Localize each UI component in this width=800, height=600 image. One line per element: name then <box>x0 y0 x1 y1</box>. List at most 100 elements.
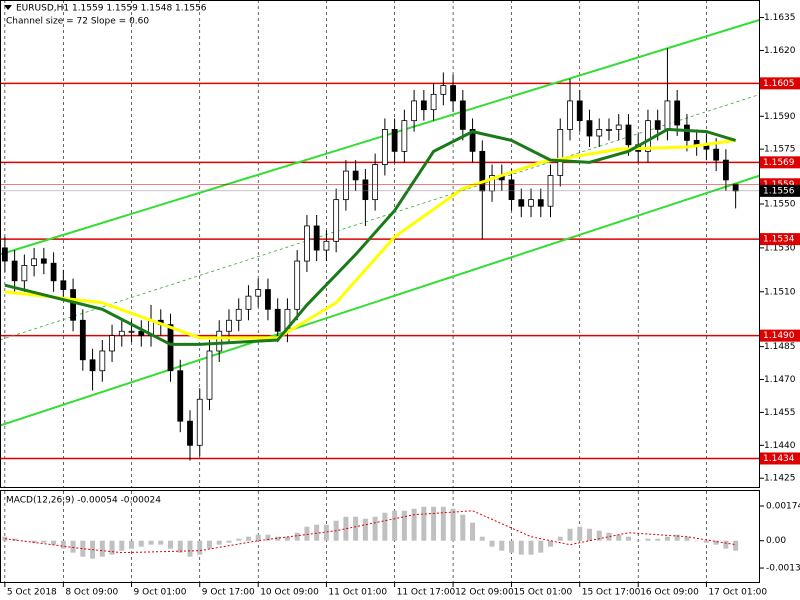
candle-body <box>450 85 456 102</box>
macd-bar <box>421 506 427 541</box>
level-label: 1.1534 <box>763 235 795 245</box>
macd-bar <box>538 540 544 553</box>
macd-bar <box>304 526 310 541</box>
macd-bar <box>80 540 86 557</box>
macd-bar <box>411 508 417 541</box>
candle-body <box>479 150 486 192</box>
macd-bar <box>51 540 57 545</box>
macd-bar <box>733 540 739 551</box>
y-tick-label: 1.1470 <box>764 375 796 385</box>
macd-bar <box>489 540 495 547</box>
candle-body <box>187 420 193 446</box>
x-tick-label: 12 Oct 09:00 <box>455 588 514 598</box>
candle-body <box>50 262 57 282</box>
level-label: 1.1490 <box>763 331 795 341</box>
x-tick-label: 5 Oct 2018 <box>7 588 57 598</box>
macd-bar <box>382 512 388 541</box>
candle-body <box>255 289 262 297</box>
y-tick-label: 1.1530 <box>764 243 796 253</box>
chart-title: EURUSD,H1 1.1559 1.1559 1.1548 1.1556 <box>16 4 207 14</box>
x-tick-label: 17 Oct 01:00 <box>708 588 767 598</box>
candle-body <box>430 93 437 111</box>
macd-bar <box>138 540 144 547</box>
macd-bar <box>499 540 505 551</box>
y-tick-label: 0.00 <box>766 536 786 546</box>
candle-body <box>381 129 388 165</box>
candle-body <box>625 124 632 146</box>
candle-body <box>89 359 96 372</box>
candle-body <box>664 100 671 130</box>
x-tick-label: 11 Oct 01:00 <box>328 588 387 598</box>
candle-body <box>70 289 76 321</box>
moving-average <box>4 127 737 346</box>
candle-body <box>79 319 86 361</box>
macd-bar <box>187 540 193 557</box>
candle-body <box>333 199 340 242</box>
level-label-box <box>760 233 800 246</box>
y-tick-label: 1.1455 <box>764 408 796 418</box>
macd-bar <box>616 534 622 541</box>
moving-average <box>4 138 736 340</box>
channel-line <box>0 174 761 427</box>
candle-body <box>362 179 369 201</box>
macd-bar <box>674 534 680 541</box>
macd-bar <box>275 536 281 541</box>
symbol-icon <box>4 5 12 10</box>
macd-bar <box>60 540 66 549</box>
candle-body <box>167 324 174 372</box>
macd-bar <box>353 516 359 541</box>
chart-subtitle: Channel size = 72 Slope = 0.60 <box>6 17 149 27</box>
last-label-box <box>760 184 800 197</box>
macd-bar <box>460 514 466 541</box>
macd-bar <box>645 538 651 541</box>
level-label-box <box>760 156 800 169</box>
macd-bar <box>99 540 105 557</box>
candle-body <box>440 85 447 95</box>
x-tick-label: 11 Oct 17:00 <box>397 588 456 598</box>
candle-body <box>1 247 8 262</box>
candle-body <box>304 225 310 262</box>
level-label-box <box>760 77 800 90</box>
candle-body <box>469 129 476 152</box>
y-tick-label: 1.1440 <box>764 441 796 451</box>
macd-bar <box>362 518 368 541</box>
macd-bar <box>245 536 251 541</box>
macd-bar <box>314 524 320 541</box>
candle-body <box>177 370 184 422</box>
y-tick-label: 1.1510 <box>764 287 796 297</box>
level-label-box <box>760 452 800 465</box>
macd-bar <box>31 540 37 543</box>
candle-body <box>313 225 320 251</box>
candle-body <box>596 129 603 137</box>
candle-body <box>31 258 38 266</box>
y-tick-label: 1.1425 <box>764 474 796 484</box>
macd-bar <box>509 540 515 553</box>
macd-bar <box>343 516 349 541</box>
y-tick-label: 1.1575 <box>764 145 796 155</box>
macd-bar <box>440 506 446 541</box>
last-label: 1.1556 <box>763 186 795 196</box>
candle-body <box>606 129 612 131</box>
macd-bar <box>479 536 485 541</box>
macd-bar <box>255 534 261 541</box>
x-tick-label: 8 Oct 09:00 <box>65 588 118 598</box>
candle-body <box>352 170 359 181</box>
main-frame <box>0 0 760 488</box>
macd-bar <box>548 540 554 547</box>
ask-label: 1.1559 <box>763 180 795 190</box>
candle-body <box>60 280 67 290</box>
macd-bar <box>216 540 222 545</box>
channel-line <box>0 18 761 256</box>
macd-bar <box>586 528 592 541</box>
macd-bar <box>723 540 729 549</box>
x-tick-label: 9 Oct 01:00 <box>134 588 187 598</box>
macd-bar <box>625 536 631 541</box>
candle-body <box>372 164 379 201</box>
macd-bar <box>635 540 641 542</box>
level-label: 1.1605 <box>763 79 795 89</box>
macd-bar <box>119 540 125 551</box>
candle-body <box>226 319 232 332</box>
macd-bar <box>21 540 27 542</box>
